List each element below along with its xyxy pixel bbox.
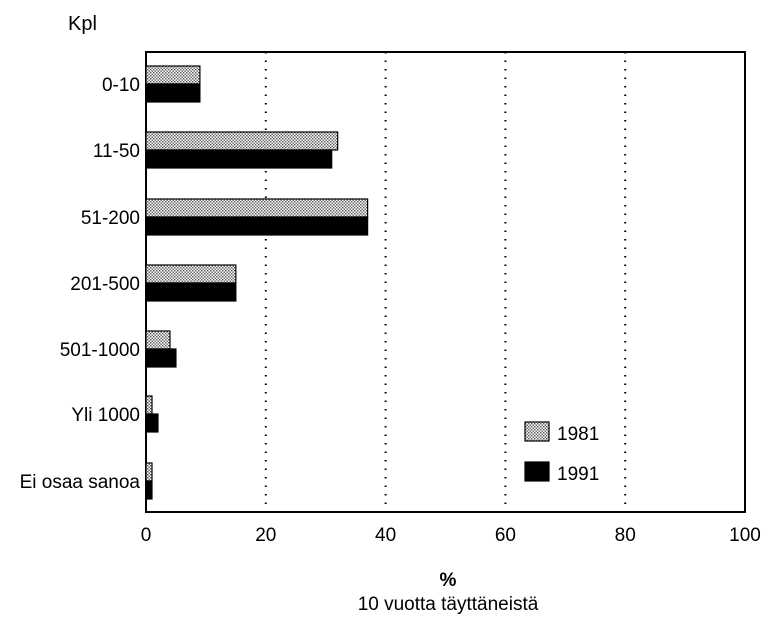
x-tick-labels: 0 20 40 60 80 100 — [141, 525, 761, 546]
bar-1991-0-10 — [145, 83, 201, 103]
x-tick-label: 60 — [495, 525, 516, 546]
bar-1981-Ei osaa sanoa — [145, 462, 153, 482]
y-axis-title: Kpl — [68, 13, 97, 35]
bar-1981-11-50 — [145, 131, 339, 151]
x-tick-label: 40 — [375, 525, 396, 546]
bar-1991-501-1000 — [145, 348, 177, 368]
bars-layer — [145, 65, 369, 500]
x-tick-label: 80 — [615, 525, 636, 546]
bar-1991-51-200 — [145, 216, 369, 236]
bar-1981-51-200 — [145, 198, 369, 218]
x-axis-label: 10 vuotta täyttäneistä — [358, 594, 539, 615]
x-tick-label: 20 — [255, 525, 276, 546]
bar-1981-501-1000 — [145, 330, 171, 350]
category-label: 51-200 — [81, 208, 140, 229]
bar-1991-Yli 1000 — [145, 413, 159, 433]
bar-1991-11-50 — [145, 149, 333, 169]
legend-label-1991: 1991 — [557, 464, 599, 485]
bar-1981-201-500 — [145, 264, 237, 284]
category-label: 201-500 — [70, 274, 140, 295]
category-label: Ei osaa sanoa — [20, 472, 141, 493]
bar-1981-Yli 1000 — [145, 395, 153, 415]
category-labels: 0-10 11-50 51-200 201-500 501-1000 Yli 1000 Ei… — [20, 75, 141, 493]
category-label: Yli 1000 — [71, 405, 140, 426]
legend-swatch-1981 — [524, 421, 550, 442]
x-tick-label: 0 — [141, 525, 152, 546]
category-label: 11-50 — [93, 141, 140, 162]
category-label: 0-10 — [102, 75, 140, 96]
legend-label-1981: 1981 — [557, 424, 599, 445]
bar-1981-0-10 — [145, 65, 201, 85]
x-axis-unit: % — [440, 570, 457, 591]
bar-1991-Ei osaa sanoa — [145, 480, 153, 500]
bar-1991-201-500 — [145, 282, 237, 302]
x-tick-label: 100 — [729, 525, 761, 546]
legend: 1981 1991 — [524, 421, 599, 485]
legend-swatch-1991 — [524, 461, 550, 482]
category-label: 501-1000 — [60, 340, 140, 361]
gridlines — [264, 52, 627, 512]
